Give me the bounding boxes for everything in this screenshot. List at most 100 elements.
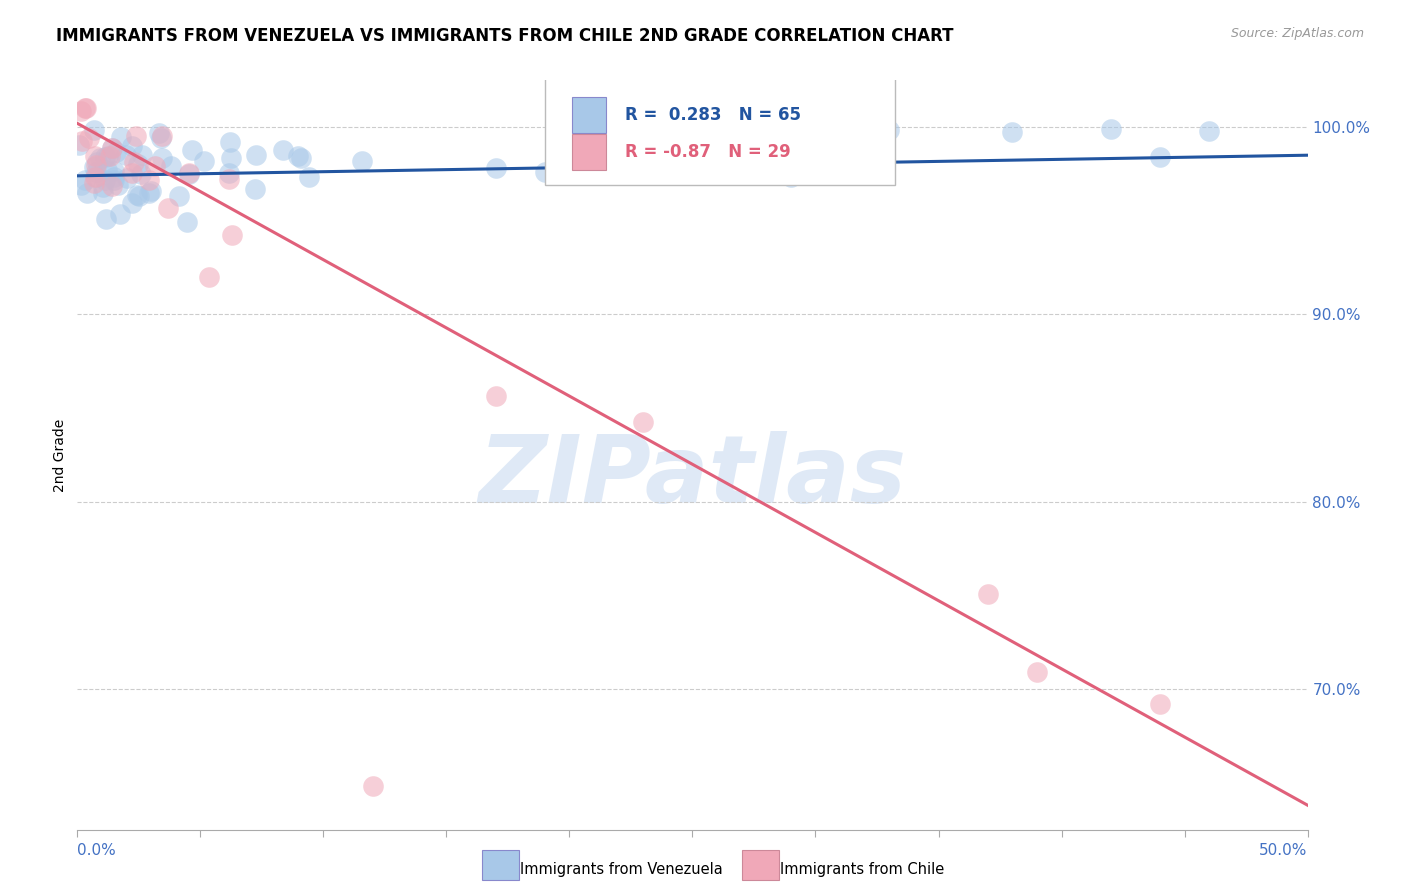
- Point: [96, 211, 118, 226]
- FancyBboxPatch shape: [546, 77, 896, 186]
- Point: [879, 123, 901, 137]
- Point: [218, 166, 240, 180]
- Point: [83, 160, 105, 174]
- Y-axis label: 2nd Grade: 2nd Grade: [53, 418, 67, 491]
- Point: [122, 155, 145, 169]
- Point: [179, 167, 201, 181]
- Bar: [572, 134, 606, 170]
- Point: [156, 201, 179, 215]
- Point: [1001, 125, 1024, 139]
- Point: [193, 154, 215, 169]
- Point: [219, 135, 242, 149]
- Point: [101, 141, 124, 155]
- Point: [76, 186, 98, 201]
- Point: [94, 173, 117, 187]
- Point: [1149, 150, 1171, 164]
- Point: [221, 227, 243, 242]
- Point: [91, 186, 114, 201]
- Point: [83, 176, 105, 190]
- Point: [350, 153, 373, 168]
- Point: [633, 415, 655, 429]
- Point: [115, 148, 138, 162]
- Point: [67, 137, 90, 152]
- Point: [89, 151, 111, 165]
- Point: [125, 129, 148, 144]
- Point: [72, 134, 94, 148]
- Point: [97, 149, 120, 163]
- Point: [129, 167, 152, 181]
- Point: [1026, 665, 1049, 679]
- Point: [103, 164, 125, 178]
- Point: [83, 123, 105, 137]
- Point: [70, 178, 93, 193]
- Point: [101, 178, 124, 193]
- Point: [485, 389, 508, 403]
- Point: [125, 188, 148, 202]
- Text: Source: ZipAtlas.com: Source: ZipAtlas.com: [1230, 27, 1364, 40]
- Point: [160, 159, 183, 173]
- Point: [485, 161, 508, 175]
- Text: Immigrants from Chile: Immigrants from Chile: [780, 863, 945, 877]
- Point: [84, 165, 107, 179]
- Point: [583, 158, 606, 172]
- Point: [107, 178, 129, 192]
- Point: [108, 206, 131, 220]
- Point: [150, 129, 173, 144]
- Point: [298, 169, 321, 184]
- Text: Immigrants from Venezuela: Immigrants from Venezuela: [520, 863, 723, 877]
- Point: [245, 182, 267, 196]
- Point: [138, 186, 160, 200]
- Point: [143, 159, 166, 173]
- Point: [138, 173, 160, 187]
- Text: R =  0.283   N = 65: R = 0.283 N = 65: [624, 106, 801, 124]
- Point: [93, 180, 115, 194]
- Point: [73, 101, 96, 115]
- Point: [79, 130, 101, 145]
- Point: [287, 148, 309, 162]
- Point: [361, 780, 384, 794]
- Point: [103, 173, 125, 187]
- Point: [131, 148, 153, 162]
- Text: 50.0%: 50.0%: [1260, 843, 1308, 858]
- Point: [103, 170, 125, 185]
- Point: [73, 173, 96, 187]
- Point: [271, 143, 294, 157]
- Point: [110, 130, 132, 145]
- Point: [534, 165, 557, 179]
- Text: 0.0%: 0.0%: [77, 843, 117, 858]
- Point: [245, 148, 267, 162]
- Point: [148, 126, 170, 140]
- Point: [98, 149, 121, 163]
- Point: [1099, 121, 1122, 136]
- Point: [176, 215, 198, 229]
- Point: [84, 158, 107, 172]
- Point: [150, 151, 173, 165]
- Point: [177, 166, 200, 180]
- Point: [706, 149, 728, 163]
- Point: [83, 149, 105, 163]
- Text: IMMIGRANTS FROM VENEZUELA VS IMMIGRANTS FROM CHILE 2ND GRADE CORRELATION CHART: IMMIGRANTS FROM VENEZUELA VS IMMIGRANTS …: [56, 27, 953, 45]
- Point: [149, 131, 172, 145]
- Point: [780, 169, 803, 184]
- Point: [181, 143, 204, 157]
- Point: [96, 163, 118, 178]
- Point: [977, 587, 1000, 601]
- Point: [1198, 124, 1220, 138]
- Point: [101, 141, 124, 155]
- Point: [167, 188, 190, 202]
- Bar: [572, 96, 606, 133]
- Point: [141, 184, 163, 198]
- Point: [221, 151, 243, 165]
- Point: [84, 169, 107, 184]
- Point: [115, 171, 138, 186]
- Point: [93, 150, 115, 164]
- Point: [121, 138, 143, 153]
- Text: ZIPatlas: ZIPatlas: [478, 432, 907, 524]
- Point: [128, 188, 150, 202]
- Point: [1149, 697, 1171, 711]
- Point: [121, 166, 143, 180]
- Point: [218, 172, 240, 186]
- Point: [86, 155, 108, 169]
- Point: [290, 151, 312, 165]
- Point: [121, 195, 143, 210]
